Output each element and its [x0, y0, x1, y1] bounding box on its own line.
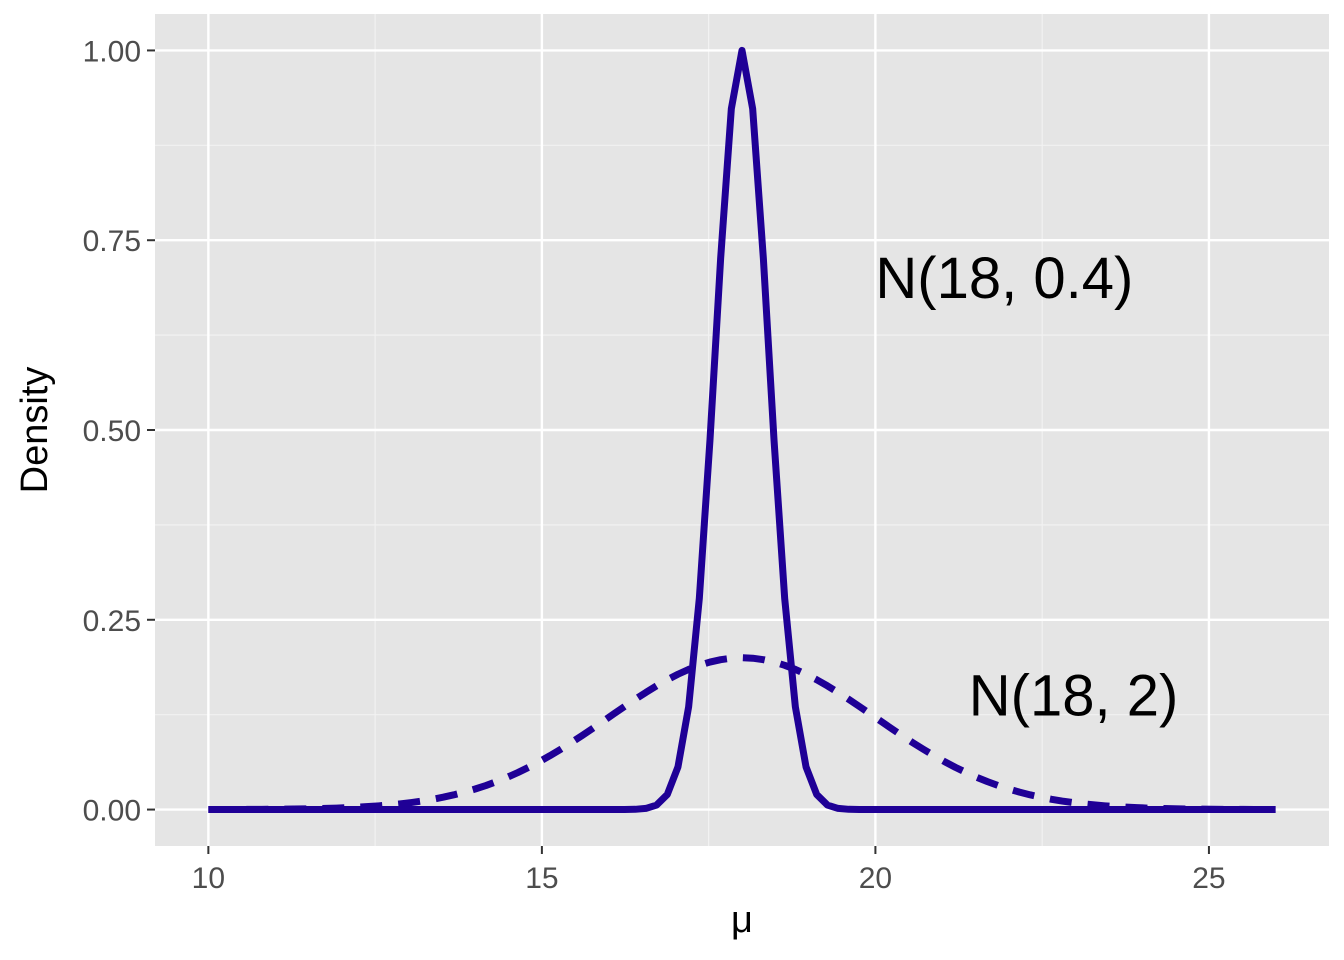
curve-annotation: N(18, 2) — [969, 664, 1179, 729]
series-layer — [208, 46, 1276, 814]
x-tick-label: 10 — [192, 862, 225, 895]
annotation-layer: N(18, 0.4) N(18, 2) — [875, 246, 1178, 729]
y-axis-title: Density — [14, 367, 56, 494]
major-gridlines — [155, 14, 1329, 846]
x-tick-label: 25 — [1192, 862, 1225, 895]
x-tick-label: 15 — [525, 862, 558, 895]
y-tick-label: 0.00 — [83, 795, 141, 828]
y-tick-label: 0.75 — [83, 225, 141, 258]
series-line-dashed — [208, 654, 1276, 814]
y-tick-label: 0.50 — [83, 415, 141, 448]
y-tick-label: 0.25 — [83, 605, 141, 638]
curve-annotation: N(18, 0.4) — [875, 246, 1133, 311]
series-line-solid — [208, 46, 1276, 814]
axis-layer: 10 15 20 25 0.00 0.25 0.50 0.75 1.00 — [83, 35, 1226, 895]
x-axis-title: μ — [731, 899, 753, 941]
y-tick-label: 1.00 — [83, 35, 141, 68]
x-tick-label: 20 — [859, 862, 892, 895]
